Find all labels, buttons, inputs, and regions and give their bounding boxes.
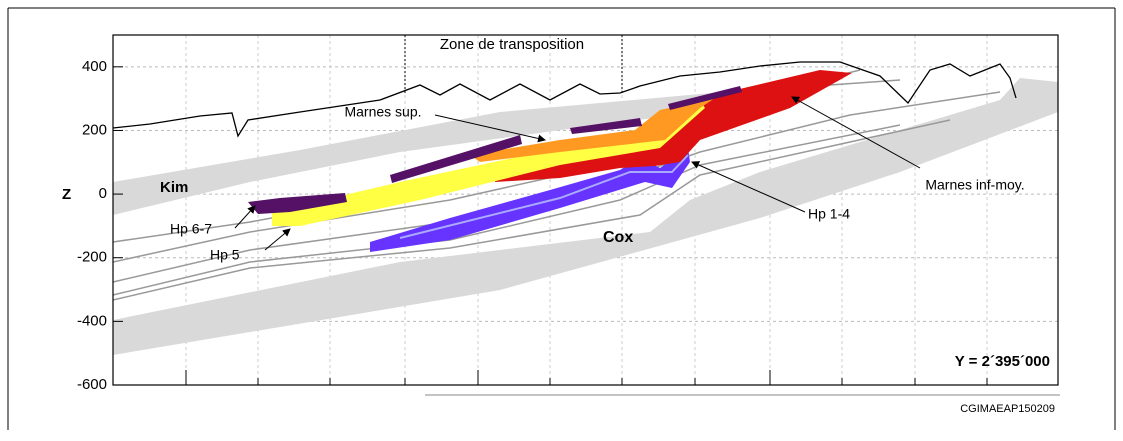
hp67-label: Hp 6-7	[170, 221, 212, 237]
y-tick-label: 200	[82, 121, 107, 138]
y-tick-label: 400	[82, 58, 107, 75]
y-tick-label: -400	[77, 312, 107, 329]
code-label: CGIMAEAP150209	[960, 403, 1055, 415]
figure: Zone de transposition Marnes sup. Marnes…	[0, 0, 1123, 436]
geology	[113, 35, 1058, 355]
zone-label: Zone de transposition	[440, 36, 584, 53]
x-ticks	[186, 370, 987, 385]
hp14-label: Hp 1-4	[808, 206, 850, 222]
axis-label: Z	[62, 186, 71, 203]
y-tick-label: 0	[99, 185, 107, 202]
y-tick-label: -600	[77, 376, 107, 393]
kim-label: Kim	[160, 179, 188, 196]
section-label: Y = 2´395´000	[955, 353, 1050, 370]
hp5-label: Hp 5	[210, 247, 240, 263]
marnes-inf-label: Marnes inf-moy.	[925, 177, 1024, 193]
y-tick-label: -200	[77, 249, 107, 266]
cox-label: Cox	[603, 229, 633, 246]
marnes-sup-label: Marnes sup.	[344, 104, 421, 120]
frame	[8, 8, 1115, 430]
